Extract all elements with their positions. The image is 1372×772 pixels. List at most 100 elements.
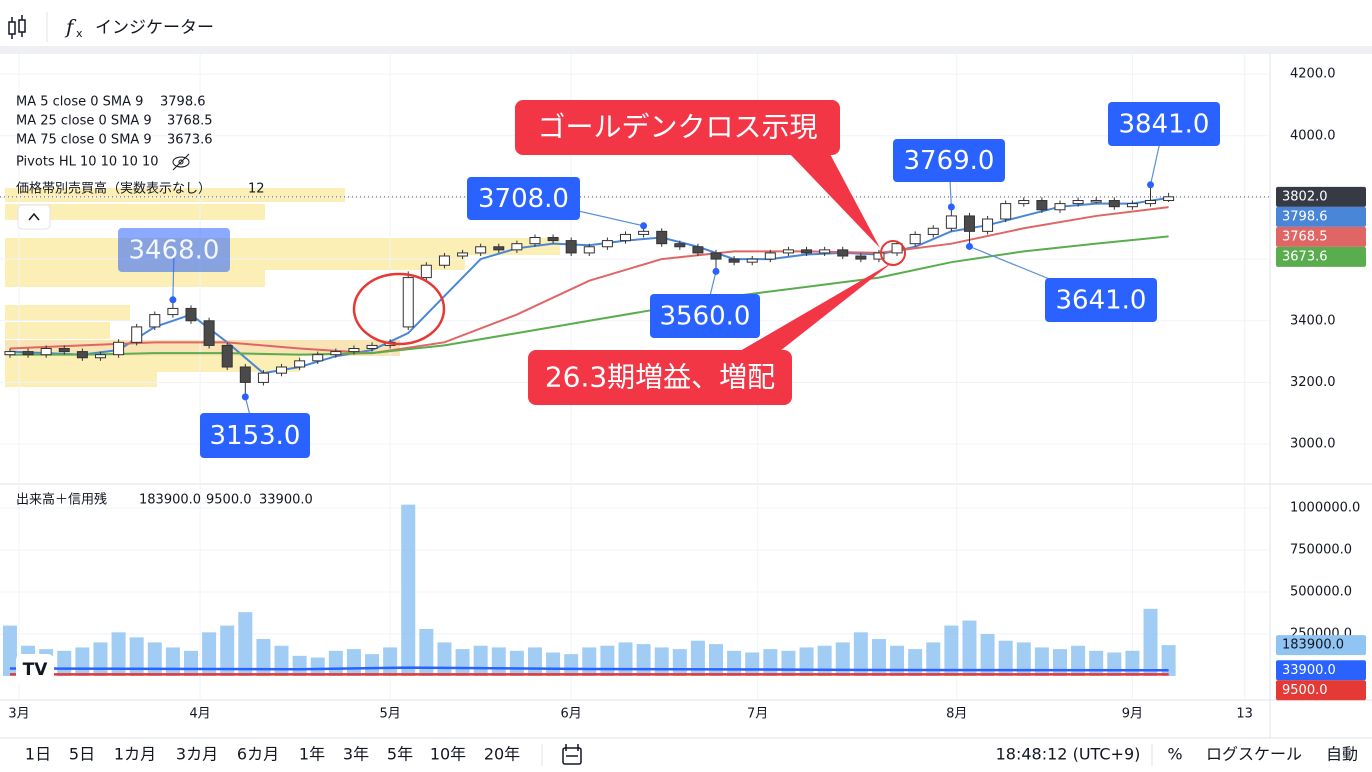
candle-body [113, 341, 125, 356]
volume-bar [256, 639, 271, 676]
candle-body [348, 348, 360, 353]
range-button[interactable]: 1年 [299, 745, 325, 764]
volume-bar [546, 652, 561, 676]
candle-body [131, 326, 143, 343]
volume-bar [1143, 608, 1158, 676]
volume-bar [292, 655, 307, 676]
candle-body [94, 354, 106, 359]
volume-bar [835, 642, 850, 676]
x-tick-label: 4月 [189, 707, 210, 722]
volume-bar [727, 650, 742, 676]
legend-ma25-name: MA 25 close 0 SMA 9 [16, 114, 152, 129]
y-tick-label: 4000.0 [1290, 128, 1336, 143]
volume-bar [328, 650, 343, 676]
candle-body [420, 264, 432, 279]
volume-bar [1071, 645, 1086, 676]
bottom-toolbar: 18:48:12 (UTC+9) % ログスケール 自動 1日 5日 1カ月 3カ月 6… [25, 744, 1358, 766]
legend-volume-profile-rows: 12 [248, 182, 265, 197]
range-button[interactable]: 1カ月 [114, 745, 156, 764]
volume-bar [1107, 652, 1122, 676]
y-tick-label: 1000000.0 [1290, 500, 1360, 515]
candle-body [149, 314, 161, 328]
callout-box [467, 177, 580, 220]
range-button[interactable]: 3カ月 [176, 745, 218, 764]
candle-body [493, 246, 505, 251]
range-button[interactable]: 1日 [25, 745, 51, 764]
volume-bar [781, 650, 796, 676]
auto-scale-button[interactable]: 自動 [1326, 745, 1358, 764]
volume-bar [962, 620, 977, 676]
volume-bar [944, 625, 959, 676]
volume-bar [745, 652, 760, 676]
candle-body [511, 243, 523, 251]
last-value-label: 3798.6 [1282, 209, 1328, 224]
candle-body [1163, 196, 1175, 202]
y-tick-label: 3400.0 [1290, 313, 1336, 328]
percent-button[interactable]: % [1167, 745, 1182, 764]
x-tick-label: 13 [1236, 707, 1253, 722]
range-button[interactable]: 5年 [387, 745, 413, 764]
candle-body [402, 277, 414, 328]
callout-point [1147, 181, 1155, 189]
volume-bar [346, 649, 361, 676]
x-tick-label: 7月 [747, 707, 768, 722]
legend-ma5-value: 3798.6 [160, 95, 206, 110]
volume-bar [491, 647, 506, 676]
legend-ma5-name: MA 5 close 0 SMA 9 [16, 95, 143, 110]
log-scale-button[interactable]: ログスケール [1206, 745, 1302, 764]
candle-body [1108, 200, 1120, 208]
callout-point [241, 393, 249, 401]
candle-body [764, 252, 776, 260]
candle-body [294, 360, 306, 368]
callout-point [965, 242, 973, 250]
clock: 18:48:12 (UTC+9) [996, 745, 1141, 764]
last-value-box [1276, 635, 1366, 656]
range-button[interactable]: 20年 [484, 745, 520, 764]
callout-label: 3708.0 [478, 184, 569, 214]
range-button[interactable]: 5日 [69, 745, 95, 764]
volume-bar [600, 645, 615, 676]
candle-body [656, 230, 668, 245]
hide-icon[interactable] [172, 153, 190, 171]
range-button[interactable]: 3年 [343, 745, 369, 764]
callout-box [200, 413, 310, 458]
candle-body [221, 344, 233, 368]
candle-body [1126, 203, 1138, 208]
candle-body [257, 372, 269, 383]
volume-bar [890, 645, 905, 676]
date-range-button[interactable] [562, 744, 582, 765]
callout-point [640, 222, 648, 230]
last-value-label: 3673.6 [1282, 249, 1328, 264]
volume-bar [763, 649, 778, 676]
y-tick-label: 3000.0 [1290, 437, 1336, 452]
fx-icon-x: x [76, 27, 83, 40]
x-tick-label: 9月 [1122, 707, 1143, 722]
volume-bar [926, 642, 941, 676]
chart-type-button[interactable] [8, 15, 26, 39]
last-value-box [1276, 660, 1366, 681]
volume-bar [57, 650, 72, 676]
candle-body [1145, 200, 1157, 205]
candle-body [330, 351, 342, 356]
callout-label: 3769.0 [904, 146, 995, 176]
volume-bar [455, 649, 470, 676]
callout-box [118, 228, 230, 272]
x-tick-label: 3月 [8, 707, 29, 722]
candle-body [276, 366, 288, 374]
x-tick-label: 6月 [561, 707, 582, 722]
range-button[interactable]: 10年 [430, 745, 466, 764]
logo[interactable]: TV [16, 654, 54, 684]
volume-bar [220, 625, 235, 676]
legend: MA 5 close 0 SMA 9 3798.6 MA 25 close 0 … [16, 95, 313, 508]
collapse-legend[interactable] [17, 204, 51, 230]
range-button[interactable]: 6カ月 [237, 745, 279, 764]
volume-bar [908, 649, 923, 676]
callout-label: 3841.0 [1119, 110, 1210, 140]
candle-body [4, 351, 16, 356]
callout-point [169, 296, 177, 304]
moving-average [9, 206, 1169, 355]
callout-point [712, 267, 720, 275]
volume-bar [274, 645, 289, 676]
volume-bar [183, 650, 198, 676]
